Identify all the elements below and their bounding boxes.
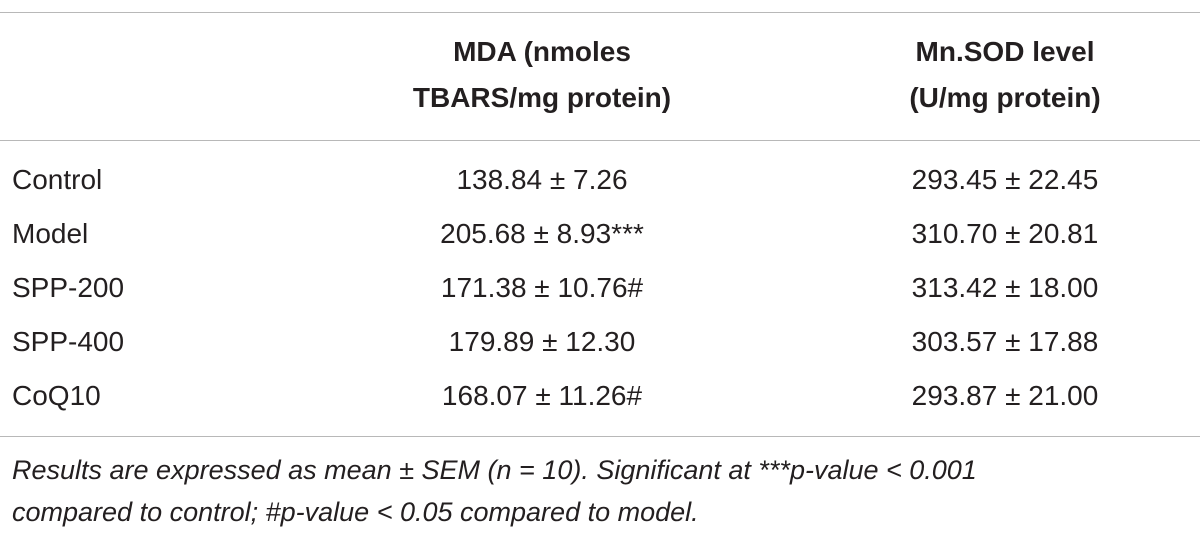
cell: 138.84 ± 7.26: [456, 164, 628, 195]
row-label: Model: [12, 218, 89, 249]
row-label: CoQ10: [12, 380, 101, 411]
cell: 313.42 ± 18.00: [911, 272, 1099, 303]
cell: 171.38 ± 10.76#: [440, 272, 644, 303]
column-header: TBARS/mg protein): [412, 82, 672, 113]
cell: 303.57 ± 17.88: [911, 326, 1099, 357]
row-label: SPP-400: [12, 326, 125, 357]
cell: 310.70 ± 20.81: [911, 218, 1099, 249]
bottom-rule: [0, 436, 1200, 437]
top-rule: [0, 12, 1200, 13]
footnote: compared to control; #p-value < 0.05 com…: [12, 497, 699, 527]
cell: 293.87 ± 21.00: [911, 380, 1099, 411]
footnote: Results are expressed as mean ± SEM (n =…: [12, 455, 977, 485]
cell: 293.45 ± 22.45: [911, 164, 1099, 195]
column-header: Mn.SOD level: [915, 36, 1095, 67]
row-label: SPP-200: [12, 272, 125, 303]
column-header: MDA (nmoles: [453, 36, 631, 67]
cell: 179.89 ± 12.30: [448, 326, 636, 357]
row-label: Control: [12, 164, 103, 195]
cell: 205.68 ± 8.93***: [440, 218, 644, 249]
column-header: (U/mg protein): [909, 82, 1101, 113]
cell: 168.07 ± 11.26#: [441, 380, 643, 411]
header-rule: [0, 140, 1200, 141]
